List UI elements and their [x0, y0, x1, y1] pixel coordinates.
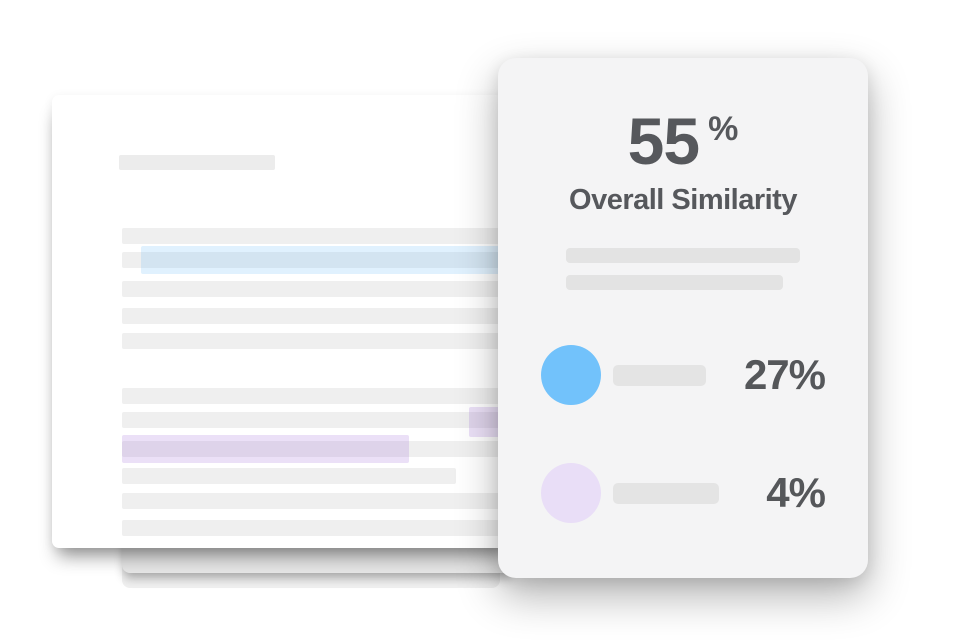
- similarity-highlight-blue: [141, 246, 505, 274]
- legend-label-placeholder: [613, 364, 706, 386]
- legend-percentage: 27%: [743, 351, 826, 398]
- legend-color-dot: [541, 345, 601, 405]
- legend-color-dot: [541, 463, 601, 523]
- document-title-placeholder: [119, 155, 275, 170]
- text-line-placeholder: [122, 252, 505, 268]
- overall-similarity-label: Overall Similarity: [569, 184, 797, 216]
- legend-item-blue-source: 27%: [541, 345, 826, 405]
- document-preview-page: [52, 95, 512, 548]
- text-line-placeholder: [122, 412, 505, 428]
- panel-text-placeholder: [566, 275, 783, 290]
- text-line-placeholder: [122, 333, 505, 349]
- text-line-placeholder: [122, 308, 505, 324]
- text-line-placeholder: [122, 520, 505, 536]
- overall-similarity-panel: 55 % Overall Similarity 27% 4%: [498, 58, 868, 578]
- similarity-highlight-purple: [122, 435, 409, 463]
- text-line-placeholder: [122, 281, 505, 297]
- legend-item-purple-source: 4%: [541, 463, 826, 523]
- score-value: 55: [627, 104, 700, 178]
- text-line-placeholder: [122, 228, 505, 244]
- score-percent-sign: %: [708, 110, 739, 148]
- text-line-placeholder: [122, 441, 505, 457]
- text-line-placeholder: [122, 493, 505, 509]
- legend-label-placeholder: [613, 482, 719, 504]
- overall-similarity-score: 55 %: [498, 108, 868, 174]
- text-line-placeholder: [122, 468, 456, 484]
- panel-text-placeholder: [566, 248, 800, 263]
- legend-percentage: 4%: [766, 469, 826, 516]
- text-line-placeholder: [122, 388, 505, 404]
